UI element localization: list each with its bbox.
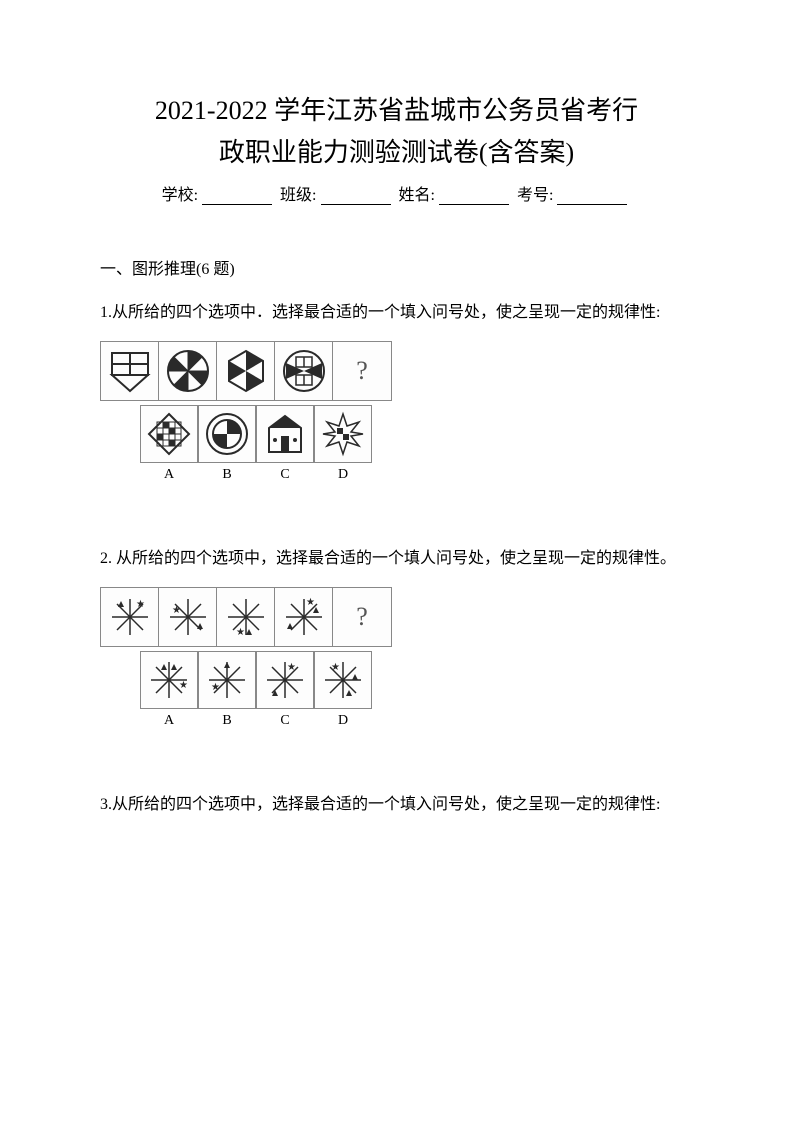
q1-seq-cell-2 [159,342,217,400]
svg-text:★: ★ [179,680,188,691]
q1-option-c[interactable]: C [256,405,314,483]
svg-text:★: ★ [136,599,145,610]
school-blank[interactable] [202,187,272,205]
pie-8-icon [164,347,212,395]
option-label-d: D [338,467,348,483]
option-label-c: C [280,713,289,729]
q2-options-row: ★ A ★ B [140,651,372,729]
svg-text:★: ★ [331,662,340,673]
asterisk-opt-b-icon: ★ [203,656,251,704]
q1-seq-cell-3 [217,342,275,400]
q1-sequence-row: ? [100,341,392,401]
id-blank[interactable] [557,187,627,205]
q2-seq-cell-1: ★ [101,588,159,646]
asterisk-3-icon: ★ [222,593,270,641]
question-2-figure: ★ ★ ★ [100,587,693,729]
q1-option-a[interactable]: A [140,405,198,483]
q2-option-a[interactable]: ★ A [140,651,198,729]
q1-seq-cell-4 [275,342,333,400]
section-1-header: 一、图形推理(6 题) [100,255,693,279]
house-icon [261,410,309,458]
hex-alt-icon [222,347,270,395]
asterisk-opt-c-icon: ★ [261,656,309,704]
q2-option-b[interactable]: ★ B [198,651,256,729]
grid-shield-icon [106,347,154,395]
school-label: 学校: [162,187,198,204]
q2-seq-cell-5: ? [333,588,391,646]
question-3-text: 3.从所给的四个选项中，选择最合适的一个填入问号处，使之呈现一定的规律性: [100,789,693,821]
option-label-b: B [222,713,231,729]
q2-seq-cell-2: ★ [159,588,217,646]
asterisk-opt-a-icon: ★ [145,656,193,704]
class-label: 班级: [280,187,316,204]
student-info-line: 学校: 班级: 姓名: 考号: [100,181,693,205]
starburst-icon [319,410,367,458]
q1-option-b[interactable]: B [198,405,256,483]
q2-option-c[interactable]: ★ C [256,651,314,729]
question-mark: ? [356,356,368,386]
q2-option-d[interactable]: ★ D [314,651,372,729]
option-label-b: B [222,467,231,483]
question-mark: ? [356,602,368,632]
option-label-d: D [338,713,348,729]
asterisk-4-icon: ★ [280,593,328,641]
name-label: 姓名: [399,187,435,204]
bowtie-grid-icon [280,347,328,395]
svg-text:★: ★ [287,662,296,673]
svg-text:★: ★ [306,597,315,608]
page-title: 2021-2022 学年江苏省盐城市公务员省考行 政职业能力测验测试卷(含答案) [100,90,693,173]
option-label-a: A [164,467,174,483]
asterisk-2-icon: ★ [164,593,212,641]
q2-sequence-row: ★ ★ ★ [100,587,392,647]
svg-text:★: ★ [172,605,181,616]
svg-text:★: ★ [236,627,245,638]
title-line-1: 2021-2022 学年江苏省盐城市公务员省考行 [100,90,693,132]
id-label: 考号: [517,187,553,204]
q2-seq-cell-4: ★ [275,588,333,646]
asterisk-1-icon: ★ [106,593,154,641]
option-label-a: A [164,713,174,729]
svg-text:★: ★ [211,682,220,693]
q1-seq-cell-5: ? [333,342,391,400]
title-line-2: 政职业能力测验测试卷(含答案) [100,132,693,174]
diamond-check-icon [145,410,193,458]
question-2-text: 2. 从所给的四个选项中，选择最合适的一个填人问号处，使之呈现一定的规律性。 [100,543,693,575]
q1-option-d[interactable]: D [314,405,372,483]
circle-quad-icon [203,410,251,458]
q1-options-row: A B C [140,405,372,483]
q2-seq-cell-3: ★ [217,588,275,646]
name-blank[interactable] [439,187,509,205]
question-1-figure: ? A [100,341,693,483]
option-label-c: C [280,467,289,483]
class-blank[interactable] [321,187,391,205]
asterisk-opt-d-icon: ★ [319,656,367,704]
question-1-text: 1.从所给的四个选项中．选择最合适的一个填入问号处，使之呈现一定的规律性: [100,297,693,329]
q1-seq-cell-1 [101,342,159,400]
